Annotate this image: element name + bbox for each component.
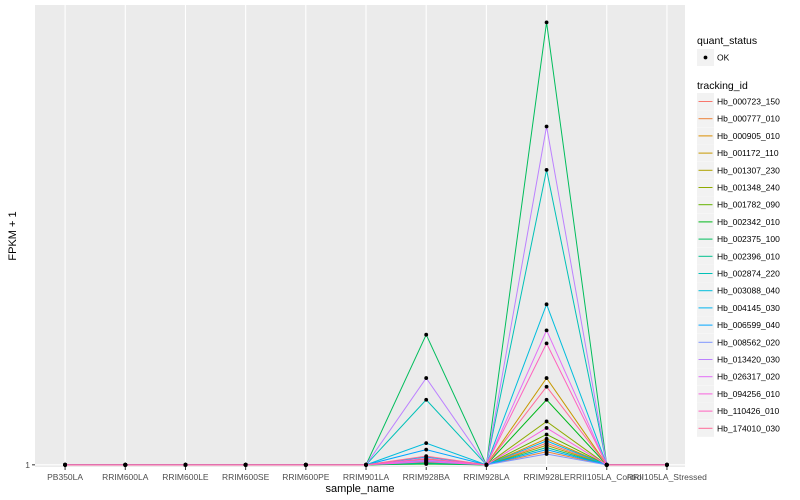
legend-points-items: OK: [697, 49, 730, 66]
x-tick-label: RRIM600LA: [102, 472, 149, 482]
data-point: [424, 376, 429, 380]
x-tick-label: RRIM600PE: [282, 472, 330, 482]
data-point: [544, 432, 549, 437]
y-tick-label: 1: [25, 460, 30, 470]
data-point: [424, 441, 429, 446]
data-point: [183, 462, 188, 467]
legend-label: Hb_001172_110: [717, 148, 779, 158]
x-tick-label: RRIM901LA: [343, 472, 390, 482]
data-point: [544, 167, 549, 172]
legend-label: Hb_003088_040: [717, 286, 780, 296]
legend-label: Hb_000777_010: [717, 114, 780, 124]
data-point: [544, 426, 549, 430]
data-point: [544, 447, 549, 452]
data-point: [544, 452, 549, 456]
legend-label: Hb_174010_030: [717, 423, 780, 433]
data-point: [544, 328, 549, 333]
legend-label: Hb_002342_010: [717, 217, 780, 227]
data-point: [424, 454, 429, 459]
legend-label: Hb_002874_220: [717, 269, 780, 279]
legend-lines-title: tracking_id: [697, 80, 748, 92]
legend-label: Hb_013420_030: [717, 355, 780, 365]
legend-label: Hb_000905_010: [717, 131, 780, 141]
legend-label: Hb_094256_010: [717, 389, 780, 399]
series-points: [63, 20, 669, 467]
legend: quant_status OK tracking_id Hb_000723_15…: [697, 35, 780, 437]
legend-label: Hb_002396_010: [717, 251, 780, 261]
data-point: [364, 462, 368, 467]
x-tick-label: RRIM928BA: [403, 472, 451, 482]
legend-label: Hb_004145_030: [717, 303, 780, 313]
data-point: [544, 341, 549, 346]
x-axis-title: sample_name: [325, 483, 394, 495]
data-point: [665, 462, 669, 467]
legend-label: Hb_110426_010: [717, 406, 780, 416]
legend-label: Hb_001782_090: [717, 200, 780, 210]
legend-label: Hb_026317_020: [717, 372, 780, 382]
legend-lines-items: Hb_000723_150 Hb_000777_010 Hb_000905_010 H…: [697, 93, 780, 437]
y-axis-title: FPKM + 1: [7, 211, 19, 260]
x-tick-label: PB350LA: [47, 472, 83, 482]
data-point: [544, 376, 549, 380]
data-point: [424, 459, 429, 464]
data-point: [303, 462, 308, 467]
x-tick-label: RRIM928LE: [523, 472, 570, 482]
data-point: [544, 124, 549, 129]
data-point: [544, 384, 549, 389]
data-point: [544, 419, 549, 424]
legend-points-title: quant_status: [697, 35, 757, 47]
data-point: [544, 439, 549, 443]
x-axis: PB350LA RRIM600LA RRIM600LE RRIM600SE RRIM60…: [47, 467, 707, 482]
legend-label: Hb_006599_040: [717, 320, 780, 330]
x-tick-label: RRII105LA_Stressed: [627, 472, 707, 482]
data-point: [424, 332, 429, 337]
x-tick-label: RRIM600SE: [222, 472, 270, 482]
legend-label: Hb_002375_100: [717, 234, 780, 244]
x-tick-label: RRII105LA_Control: [570, 472, 644, 482]
data-point: [544, 20, 549, 25]
data-point: [604, 462, 609, 467]
x-tick-label: RRIM600LE: [162, 472, 209, 482]
data-point: [484, 462, 489, 467]
data-point: [544, 397, 549, 402]
legend-label: Hb_001307_230: [717, 165, 780, 175]
data-point: [123, 462, 128, 467]
data-point: [63, 462, 67, 467]
data-point: [544, 302, 549, 307]
plot-panel: [35, 5, 685, 467]
y-axis: 1: [25, 460, 35, 470]
legend-label: Hb_008562_020: [717, 337, 780, 347]
data-point: [243, 462, 248, 467]
legend-label: Hb_000723_150: [717, 97, 780, 107]
legend-point-symbol: [703, 55, 708, 60]
legend-label: OK: [717, 53, 730, 63]
x-tick-label: RRIM928LA: [463, 472, 510, 482]
data-point: [424, 447, 429, 452]
legend-label: Hb_001348_240: [717, 183, 780, 193]
data-point: [424, 397, 429, 402]
